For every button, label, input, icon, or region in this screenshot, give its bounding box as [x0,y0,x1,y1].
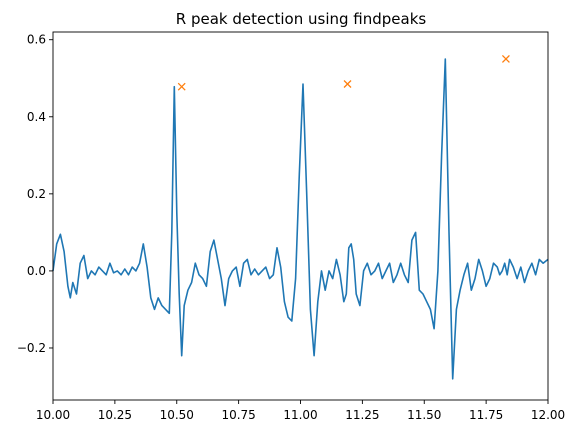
r-peak-marker [344,81,351,88]
series-layer [53,59,548,379]
r-peak-marker [178,83,185,90]
x-tick-label: 10.50 [160,408,194,422]
x-axis: 10.00 10.25 10.50 10.75 11.00 11.25 11.50 11.75… [36,400,565,422]
r-peak-marker [502,55,509,62]
x-tick-label: 11.00 [283,408,317,422]
y-tick-label: 0.2 [27,187,46,201]
y-tick-label: 0.0 [27,264,46,278]
x-tick-label: 11.50 [407,408,441,422]
marker-layer [178,55,509,90]
ecg-signal-line [53,59,548,379]
y-tick-label: 0.6 [27,33,46,47]
x-tick-label: 11.25 [345,408,379,422]
x-tick-label: 10.00 [36,408,70,422]
y-tick-label: −0.2 [17,341,46,355]
plot-area [53,32,548,400]
x-tick-label: 10.25 [98,408,132,422]
chart-title: R peak detection using findpeaks [176,10,427,28]
x-tick-label: 10.75 [221,408,255,422]
x-tick-label: 12.00 [531,408,565,422]
plot-frame [53,32,548,400]
y-axis: −0.2 0.0 0.2 0.4 0.6 [17,33,53,355]
x-tick-label: 11.75 [469,408,503,422]
y-tick-label: 0.4 [27,110,46,124]
